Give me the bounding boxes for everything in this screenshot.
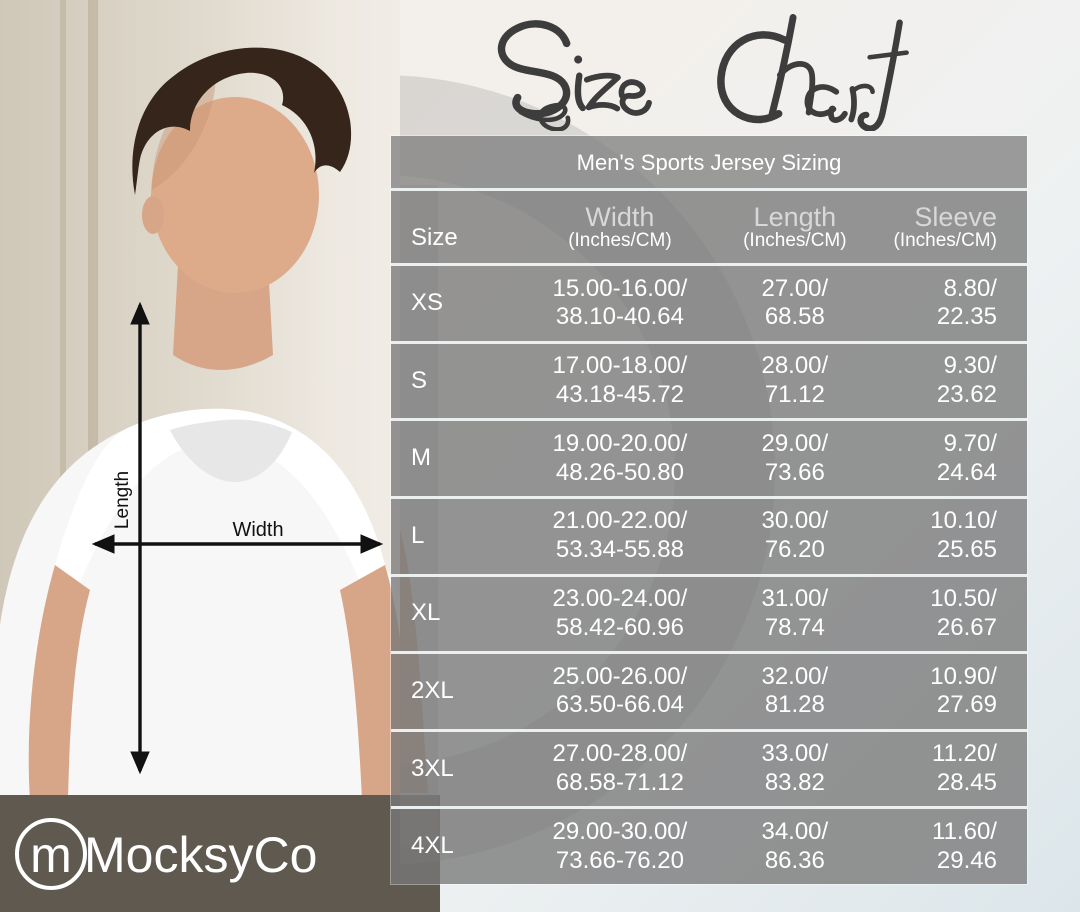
svg-text:MocksyCo: MocksyCo xyxy=(84,827,317,883)
svg-text:Width: Width xyxy=(232,519,283,541)
svg-text:Length: Length xyxy=(112,471,133,529)
svg-text:m: m xyxy=(30,827,72,883)
